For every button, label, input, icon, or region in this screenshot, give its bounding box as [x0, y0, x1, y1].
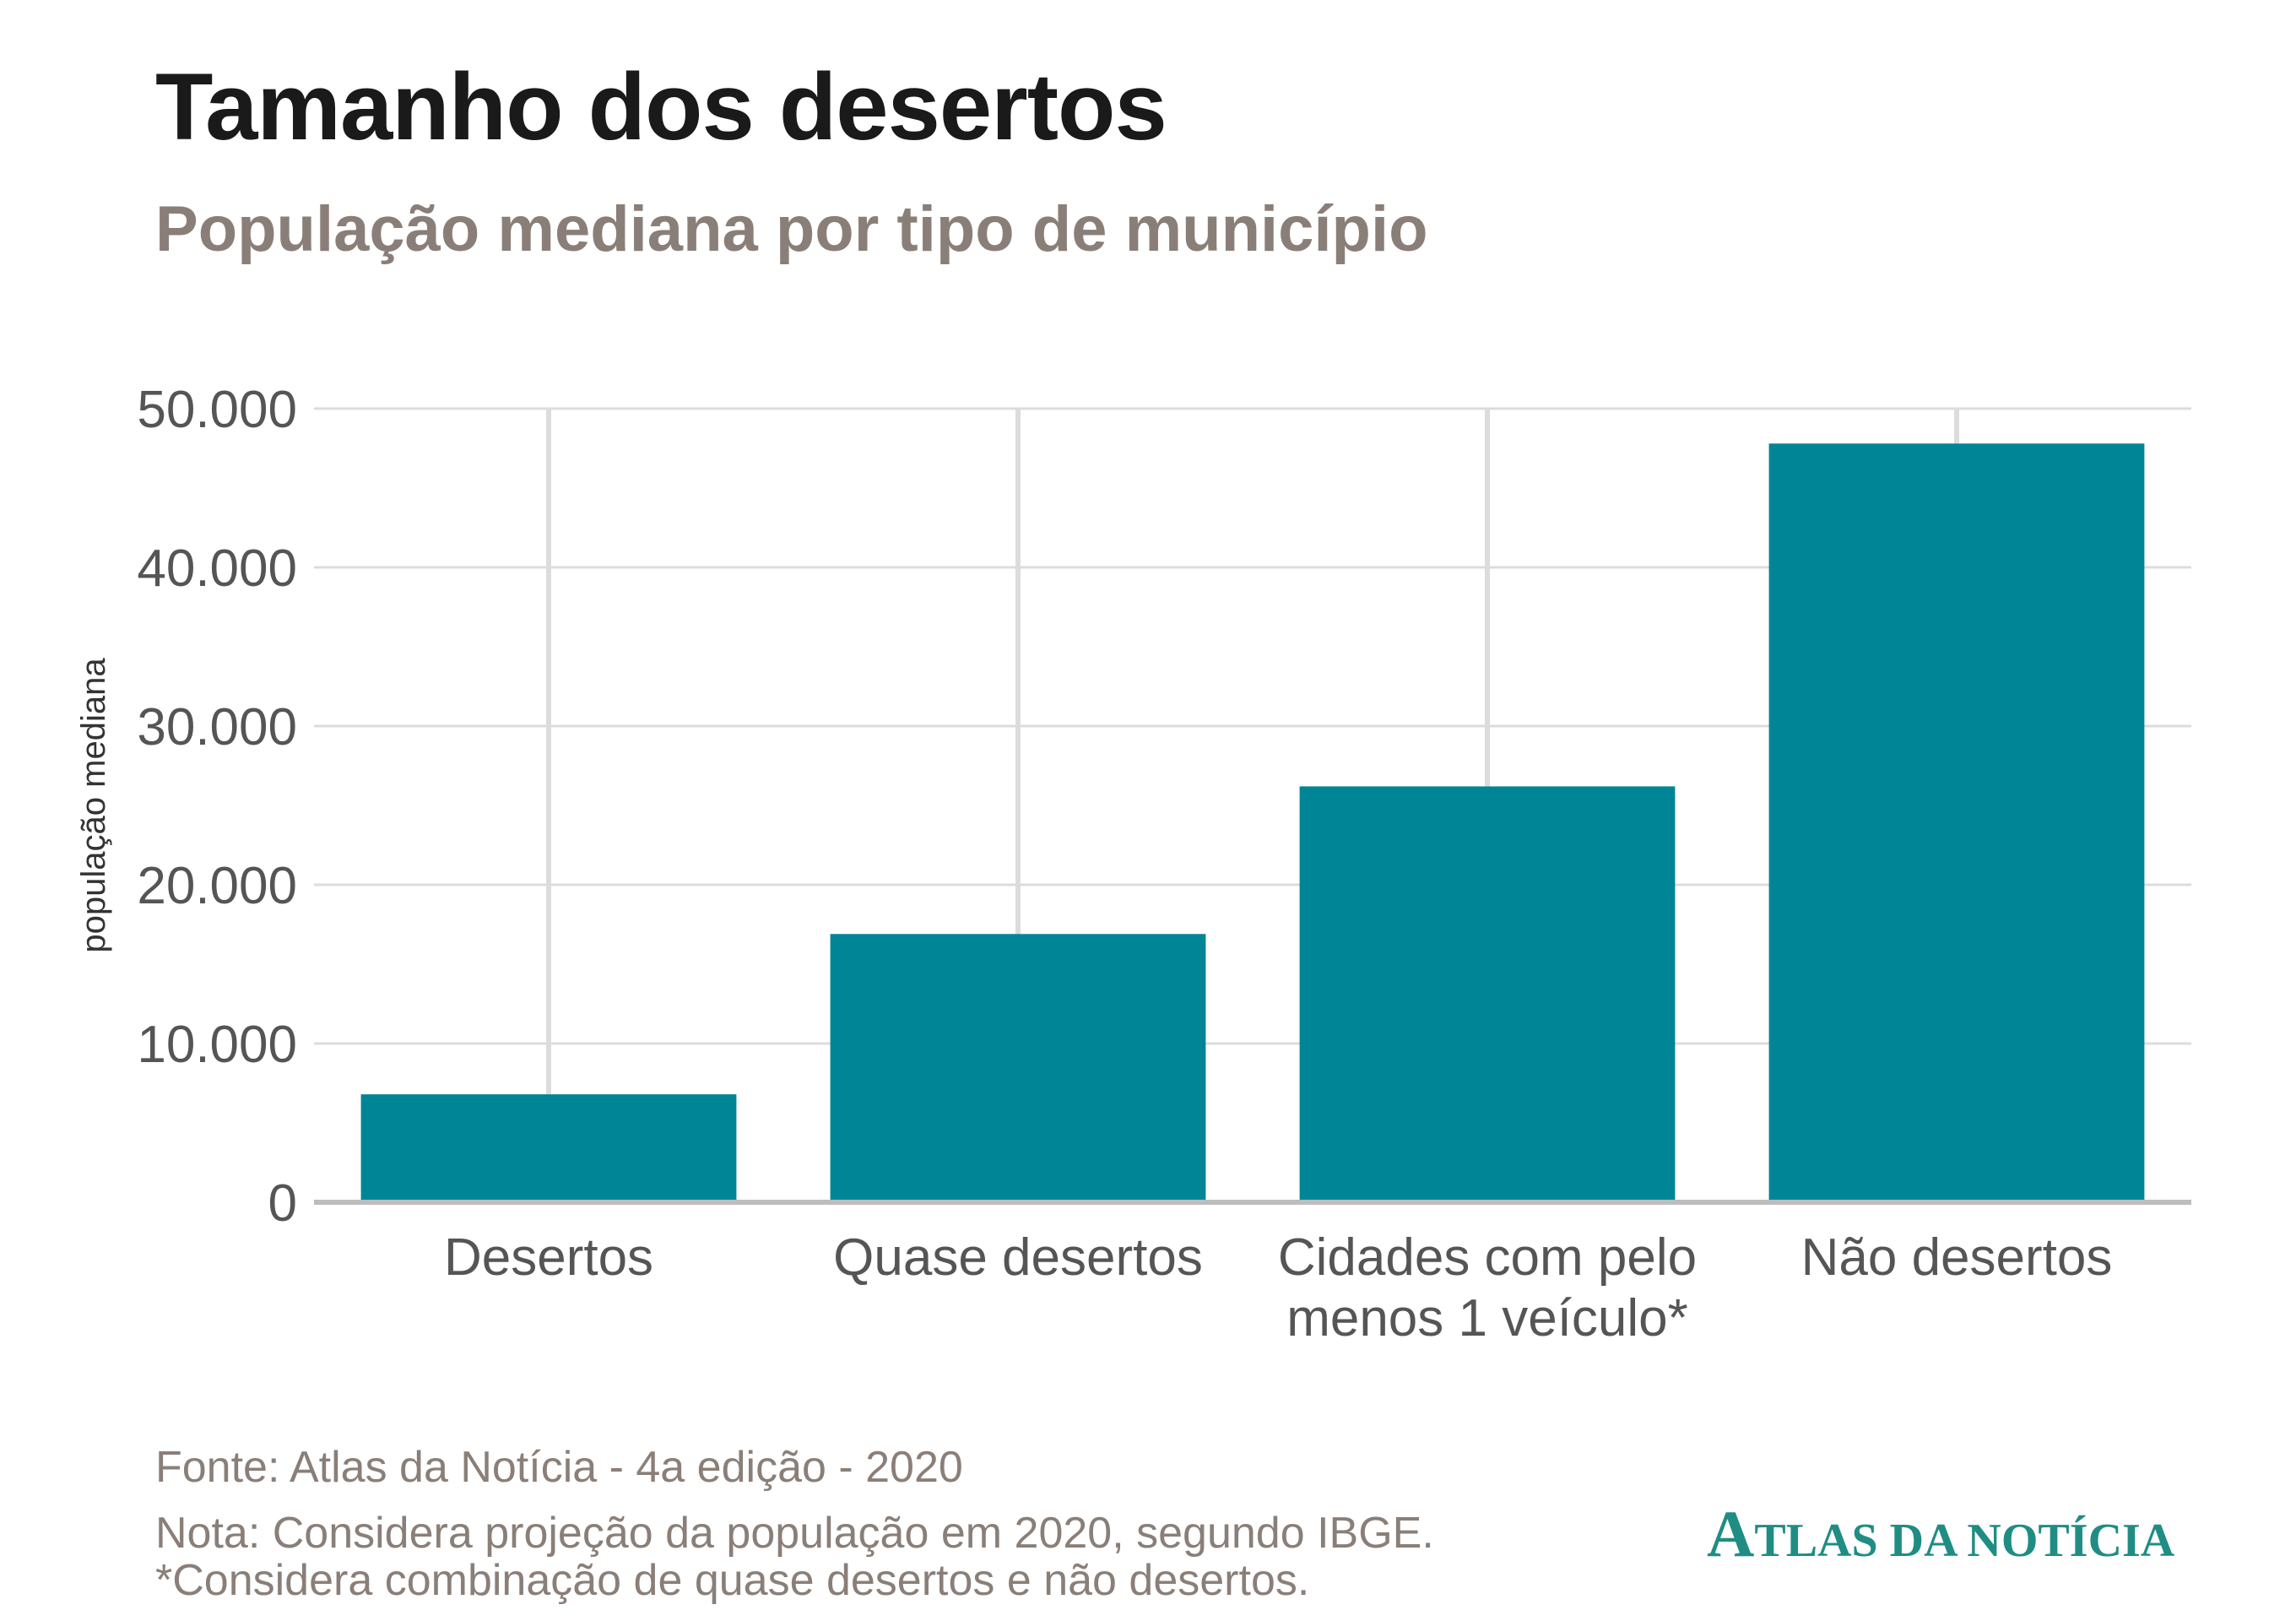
source-note: Fonte: Atlas da Notícia - 4a edição - 20…	[155, 1443, 963, 1492]
y-axis-label: população mediana	[75, 658, 112, 953]
y-tick-label-5: 50.000	[137, 381, 297, 439]
y-tick-label-0: 0	[268, 1174, 297, 1233]
methodology-note: Nota: Considera projeção da população em…	[155, 1509, 1434, 1558]
y-tick-label-2: 20.000	[137, 857, 297, 915]
chart-title: Tamanho dos desertos	[155, 54, 1167, 160]
x-tick-label-0: Desertos	[444, 1228, 653, 1287]
bar-0	[360, 1094, 737, 1202]
bar-3	[1768, 443, 2145, 1202]
y-tick-label-4: 40.000	[137, 539, 297, 598]
x-tick-label-2-line-1: menos 1 veículo*	[1286, 1289, 1688, 1347]
bar-chart: 0 10.000 20.000 30.000 40.000 50.000 Desertos Q…	[75, 381, 2191, 1347]
y-tick-label-1: 10.000	[137, 1016, 297, 1074]
x-tick-label-3: Não desertos	[1801, 1228, 2113, 1287]
x-tick-label-1-line-0: Quase desertos	[833, 1228, 1203, 1287]
logo-initial: A	[1707, 1497, 1755, 1570]
bar-2	[1299, 786, 1676, 1202]
x-tick-label-2-line-0: Cidades com pelo	[1278, 1228, 1697, 1287]
x-tick-label-2: Cidades com pelo menos 1 veículo*	[1278, 1228, 1697, 1347]
x-tick-label-1: Quase desertos	[833, 1228, 1203, 1287]
footnote: *Considera combinação de quase desertos …	[155, 1556, 1310, 1605]
x-tick-label-3-line-0: Não desertos	[1801, 1228, 2113, 1287]
chart-subtitle: População mediana por tipo de município	[155, 193, 1428, 265]
atlas-da-noticia-logo: ATLAS DA NOTÍCIA	[1707, 1501, 2174, 1567]
bar-1	[830, 934, 1206, 1202]
x-tick-label-0-line-0: Desertos	[444, 1228, 653, 1287]
y-tick-label-3: 30.000	[137, 698, 297, 756]
logo-text: TLAS DA NOTÍCIA	[1754, 1515, 2175, 1567]
